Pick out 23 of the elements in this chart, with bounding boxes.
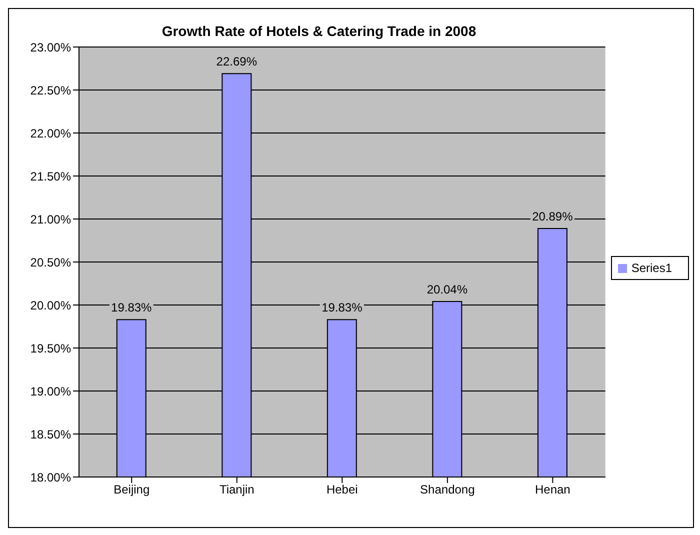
y-tick-label: 20.00% (30, 298, 72, 312)
data-label: 19.83% (322, 300, 363, 315)
y-tick-label: 21.50% (30, 169, 72, 184)
chart-title: Growth Rate of Hotels & Catering Trade in 2008 (160, 23, 478, 39)
y-tick-label: 19.50% (30, 341, 72, 356)
x-tick-label: Beijing (114, 482, 150, 497)
y-tick-label: 22.00% (30, 126, 72, 140)
data-label: 20.04% (426, 282, 468, 297)
y-tick-label: 21.00% (30, 212, 72, 226)
y-tick-label: 23.00% (30, 40, 72, 54)
y-tick-label: 18.00% (30, 470, 72, 484)
x-tick-label: Shandong (420, 482, 475, 497)
data-label: 19.83% (111, 300, 152, 315)
y-tick-label: 18.50% (30, 427, 72, 442)
x-tick-label: Henan (534, 482, 570, 497)
data-label: 20.89% (532, 209, 574, 224)
y-tick-label: 19.00% (30, 384, 72, 398)
data-label: 22.69% (216, 54, 258, 69)
legend-label: Series1 (631, 261, 672, 275)
x-tick-label: Tianjin (219, 482, 254, 497)
x-tick-label: Hebei (326, 482, 358, 497)
y-tick-label: 20.50% (30, 255, 72, 270)
y-tick-label: 22.50% (30, 83, 72, 98)
